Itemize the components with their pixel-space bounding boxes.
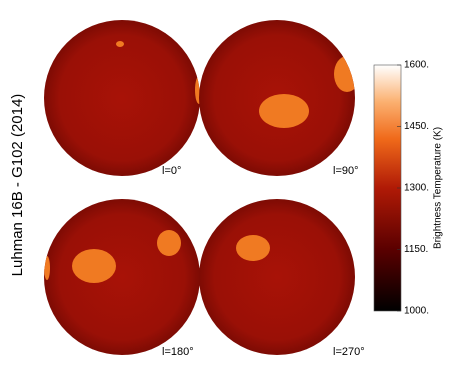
colorbar	[373, 64, 402, 312]
colorbar-tick-label: 1000.	[404, 306, 429, 317]
panel-label: l=180°	[162, 346, 194, 358]
globe	[44, 20, 200, 176]
colorbar-tick-label: 1150.	[404, 244, 428, 255]
globe	[199, 199, 355, 355]
panel-label: l=270°	[333, 346, 365, 358]
colorbar-tick-label: 1300.	[404, 183, 429, 194]
spot	[259, 94, 309, 128]
spot	[44, 256, 50, 280]
figure-title: Luhman 16B - G102 (2014)	[9, 94, 26, 277]
spot	[157, 230, 181, 256]
panel-label: l=90°	[333, 165, 359, 177]
colorbar-label: Brightness Temperature (K)	[433, 127, 444, 249]
panel-label: l=0°	[162, 165, 181, 177]
spot	[334, 56, 355, 92]
spot	[195, 76, 200, 104]
colorbar-tick-label: 1450.	[404, 121, 429, 132]
spot	[236, 235, 270, 261]
spot	[72, 249, 116, 283]
colorbar-tick-label: 1600.	[404, 60, 429, 71]
globe	[44, 199, 200, 355]
spot	[116, 41, 124, 47]
